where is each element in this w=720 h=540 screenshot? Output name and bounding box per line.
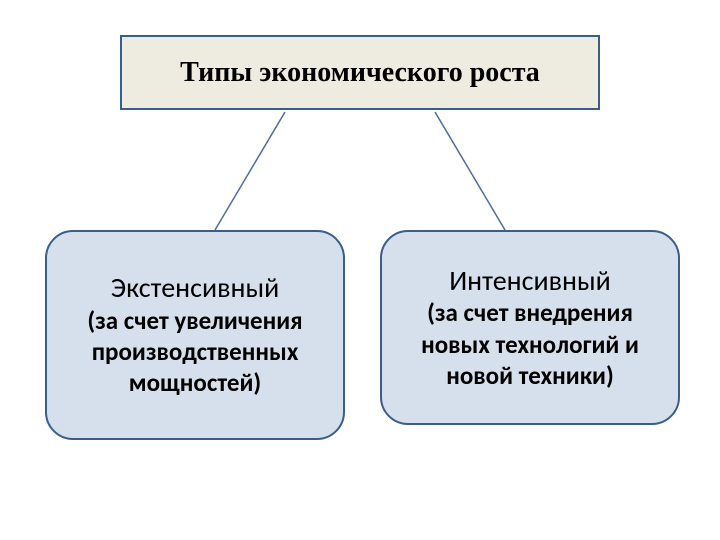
title-text: Типы экономического роста	[180, 57, 540, 89]
title-box: Типы экономического роста	[120, 35, 600, 110]
left-box-subtitle: (за счет увеличения производственных мощ…	[57, 305, 333, 399]
right-child-box: Интенсивный (за счет внедрения новых тех…	[380, 230, 680, 425]
left-box-title: Экстенсивный	[111, 271, 280, 305]
right-box-title: Интенсивный	[449, 264, 611, 298]
connector-right	[435, 112, 505, 230]
right-box-subtitle: (за счет внедрения новых технологий и но…	[392, 297, 668, 391]
left-child-box: Экстенсивный (за счет увеличения произво…	[45, 230, 345, 440]
connector-left	[215, 112, 285, 230]
